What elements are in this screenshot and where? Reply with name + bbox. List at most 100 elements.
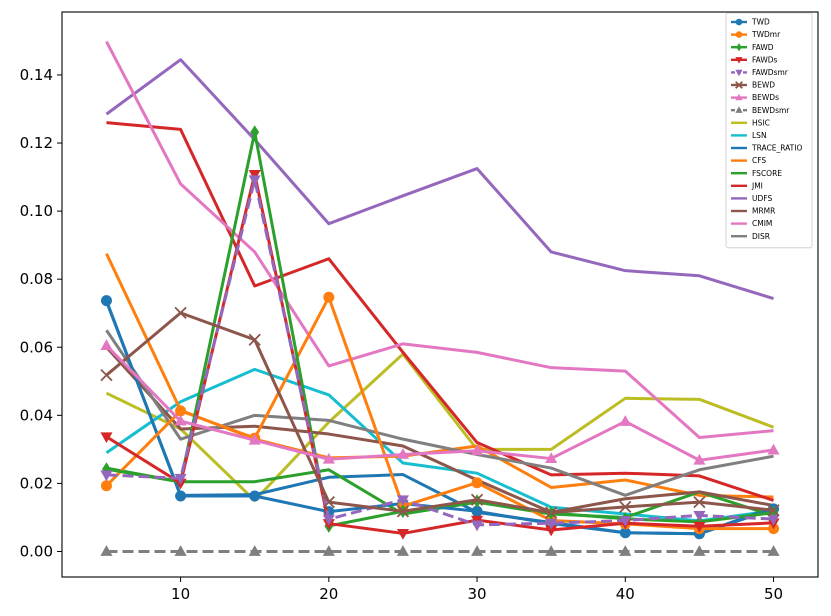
series-line xyxy=(106,121,775,502)
data-point xyxy=(100,295,112,307)
data-point xyxy=(767,545,780,556)
data-point xyxy=(174,473,187,485)
series-twdmr xyxy=(100,291,780,535)
data-point xyxy=(250,125,260,140)
legend-entry: BEWDsmr xyxy=(731,106,790,115)
series-disr xyxy=(105,329,774,497)
data-point xyxy=(693,495,706,509)
data-point xyxy=(174,414,187,426)
legend-label: TWD xyxy=(751,18,770,27)
legend-label: CFS xyxy=(752,156,766,165)
series-hsic xyxy=(105,352,775,502)
data-point xyxy=(767,514,780,526)
y-tick-label: 0.02 xyxy=(20,474,53,492)
legend-entry: BEWD xyxy=(731,81,775,90)
legend-entry: DISR xyxy=(731,232,770,241)
data-point xyxy=(735,31,743,38)
legend-entry: BEWDs xyxy=(731,93,779,102)
series-udfs xyxy=(105,58,774,301)
data-point xyxy=(396,545,409,556)
legend-label: FAWDs xyxy=(752,55,778,64)
data-point xyxy=(470,493,484,506)
series-line xyxy=(105,300,775,536)
legend-label: FSCORE xyxy=(752,169,782,178)
data-point xyxy=(471,505,483,517)
data-point xyxy=(100,545,113,556)
data-point xyxy=(735,81,743,89)
y-axis: 0.00 0.02 0.04 0.06 0.08 0.10 0.12 0.14 xyxy=(20,66,62,560)
data-point xyxy=(471,520,484,532)
data-point xyxy=(174,306,187,320)
series-bewd xyxy=(100,306,780,519)
data-point xyxy=(735,106,743,113)
data-point xyxy=(102,462,111,476)
data-point xyxy=(619,545,632,556)
data-point xyxy=(100,339,113,350)
legend-label: BEWDs xyxy=(752,93,779,102)
legend-entry: HSIC xyxy=(731,118,770,127)
x-tick-label: 50 xyxy=(764,585,783,603)
y-tick-label: 0.10 xyxy=(20,202,53,220)
legend-entry: UDFS xyxy=(731,194,772,203)
legend-entry: JMI xyxy=(731,181,763,190)
series-line xyxy=(105,311,774,515)
data-point xyxy=(248,433,261,445)
legend-label: LSN xyxy=(752,131,767,140)
series-fawds xyxy=(100,169,780,540)
series-line xyxy=(105,352,775,502)
data-point xyxy=(545,506,558,519)
legend-entry: FAWDsmr xyxy=(731,68,789,77)
legend-label: BEWDsmr xyxy=(752,106,790,115)
data-point xyxy=(735,18,743,26)
data-point xyxy=(545,545,558,556)
legend-label: TWDmr xyxy=(751,30,781,39)
series-layer xyxy=(100,40,780,556)
data-point xyxy=(767,443,780,455)
data-point xyxy=(735,57,743,64)
legend-label: FAWD xyxy=(752,43,774,52)
data-point xyxy=(693,453,706,465)
series-bewds xyxy=(100,339,780,465)
legend-label: JMI xyxy=(751,181,763,190)
data-point xyxy=(100,432,113,444)
data-point xyxy=(100,480,112,492)
series-jmi xyxy=(106,121,775,502)
axes-frame xyxy=(61,11,819,578)
legend-label: UDFS xyxy=(752,194,772,203)
legend: TWD TWDmr FAWD FAWDs FAWDsmr BEWD BEWDs BEWDsmr… xyxy=(725,12,813,249)
data-point xyxy=(735,69,743,77)
data-point xyxy=(693,545,706,556)
legend-entry: FAWDs xyxy=(731,55,778,64)
data-point xyxy=(175,490,187,502)
y-tick-label: 0.08 xyxy=(20,270,53,288)
x-tick-label: 40 xyxy=(616,585,635,603)
data-point xyxy=(693,521,706,533)
data-point xyxy=(619,415,632,426)
x-tick-label: 30 xyxy=(468,585,487,603)
legend-entry: CMIM xyxy=(731,219,772,228)
data-point xyxy=(545,525,558,537)
data-point xyxy=(323,291,335,303)
data-point xyxy=(100,369,113,382)
series-line xyxy=(105,40,774,439)
data-point xyxy=(767,504,780,517)
series-fawd xyxy=(102,125,778,533)
series-line xyxy=(105,344,774,462)
data-point xyxy=(248,175,261,187)
y-tick-label: 0.14 xyxy=(20,66,53,84)
legend-entry: FSCORE xyxy=(731,169,782,178)
x-axis: 10 20 30 40 50 xyxy=(171,577,783,603)
data-point xyxy=(175,405,187,417)
legend-label: FAWDsmr xyxy=(752,68,789,77)
legend-label: CMIM xyxy=(752,219,772,228)
series-line xyxy=(105,58,774,301)
y-tick-label: 0.00 xyxy=(20,542,53,560)
data-point xyxy=(396,448,409,459)
legend-label: TRACE_RATIO xyxy=(751,144,802,153)
data-point xyxy=(471,545,484,556)
series-line xyxy=(105,329,774,497)
x-tick-label: 10 xyxy=(171,585,190,603)
data-point xyxy=(545,452,558,463)
legend-label: MRMR xyxy=(752,207,775,216)
